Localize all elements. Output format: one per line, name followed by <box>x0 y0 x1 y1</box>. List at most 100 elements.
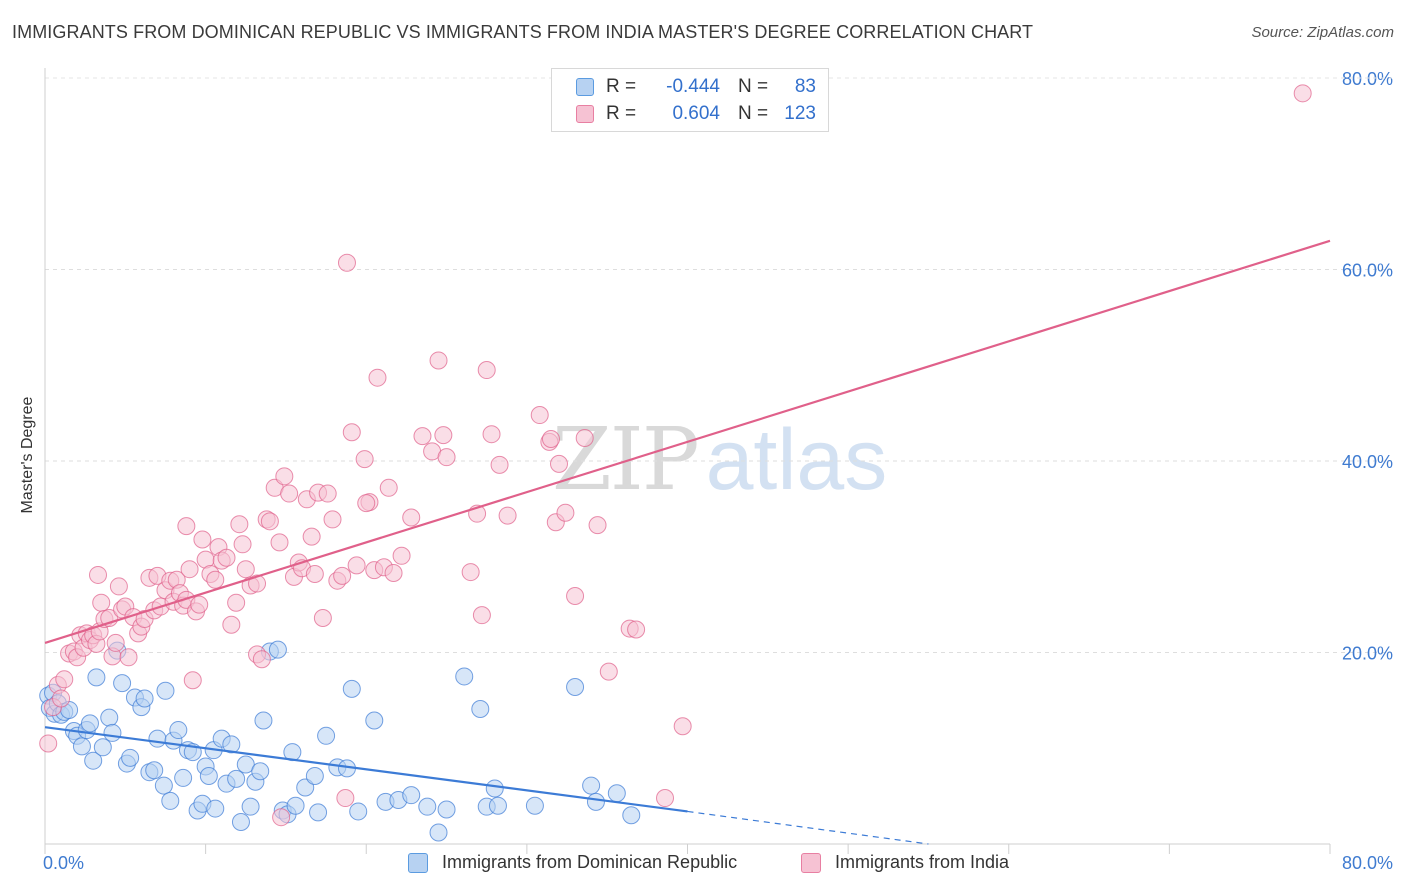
point-dominican <box>231 812 250 831</box>
point-india <box>347 556 366 575</box>
point-india <box>384 564 403 583</box>
point-dominican <box>607 784 626 803</box>
point-india <box>222 615 241 634</box>
point-india <box>530 406 549 425</box>
point-dominican <box>586 792 605 811</box>
point-dominican <box>488 796 507 815</box>
point-dominican <box>305 767 324 786</box>
legend-stats-row-dominican: R = -0.444 N = 83 <box>576 74 816 100</box>
point-india <box>236 560 255 579</box>
point-dominican <box>156 681 175 700</box>
point-india <box>109 577 128 596</box>
point-dominican <box>222 735 241 754</box>
point-india <box>190 595 209 614</box>
point-india <box>355 450 374 469</box>
y-tick-label: 80.0% <box>1342 69 1393 89</box>
point-india <box>272 808 291 827</box>
point-dominican <box>251 762 270 781</box>
point-dominican <box>241 797 260 816</box>
point-india <box>302 527 321 546</box>
point-india <box>575 429 594 448</box>
source-label: Source: ZipAtlas.com <box>1251 24 1394 41</box>
point-india <box>106 633 125 652</box>
point-india <box>92 593 111 612</box>
point-dominican <box>471 699 490 718</box>
point-india <box>379 478 398 497</box>
point-india <box>336 789 355 808</box>
point-dominican <box>84 751 103 770</box>
point-dominican <box>296 778 315 797</box>
point-india <box>413 427 432 446</box>
trend-line-india <box>44 239 1331 644</box>
point-india <box>280 484 299 503</box>
point-dominican <box>113 674 132 693</box>
point-india <box>588 516 607 535</box>
point-india <box>119 648 138 667</box>
point-india <box>541 429 560 448</box>
point-dominican <box>227 769 246 788</box>
legend-item-dominican: Immigrants from Dominican Republic <box>408 852 737 873</box>
legend-label-india: Immigrants from India <box>835 852 1010 872</box>
legend-swatch-dominican <box>576 78 594 96</box>
point-india <box>498 506 517 525</box>
n-label: N = <box>738 103 769 124</box>
point-india <box>217 548 236 567</box>
point-india <box>472 606 491 625</box>
point-india <box>227 593 246 612</box>
point-dominican <box>103 723 122 742</box>
r-value: -0.444 <box>666 76 720 97</box>
point-india <box>434 426 453 445</box>
point-india <box>52 689 71 708</box>
n-value: 83 <box>794 76 816 97</box>
point-india <box>550 454 568 473</box>
y-tick-label: 60.0% <box>1342 261 1393 281</box>
legend-stats-row-india: R = 0.604 N = 123 <box>576 101 816 127</box>
point-dominican <box>169 721 188 740</box>
legend-item-india: Immigrants from India <box>801 852 1009 873</box>
r-label: R = <box>606 103 637 124</box>
point-dominican <box>286 796 305 815</box>
legend-swatch-india <box>801 852 821 873</box>
legend-swatch-india <box>576 105 594 123</box>
point-india <box>193 530 212 549</box>
chart-title: IMMIGRANTS FROM DOMINICAN REPUBLIC VS IM… <box>12 22 1034 42</box>
r-label: R = <box>606 76 637 97</box>
n-value: 123 <box>784 103 816 124</box>
point-dominican <box>145 761 164 780</box>
point-india <box>599 662 618 681</box>
point-dominican <box>582 776 601 795</box>
point-dominican <box>135 689 154 708</box>
point-dominican <box>174 768 193 787</box>
point-dominican <box>154 776 173 795</box>
point-dominican <box>455 667 474 686</box>
point-dominican <box>525 796 544 815</box>
point-india <box>477 361 496 380</box>
y-tick-label: 40.0% <box>1342 452 1393 472</box>
point-india <box>252 650 271 669</box>
point-dominican <box>566 677 585 696</box>
point-india <box>342 423 361 442</box>
n-label: N = <box>738 76 769 97</box>
point-india <box>429 351 448 370</box>
point-india <box>177 517 196 536</box>
point-india <box>275 467 294 486</box>
point-india <box>89 565 108 584</box>
point-dominican <box>268 640 287 659</box>
x-tick-label: 0.0% <box>43 853 84 873</box>
point-india <box>656 789 675 808</box>
point-india <box>1293 84 1312 103</box>
point-dominican <box>349 802 368 821</box>
point-dominican <box>437 800 456 819</box>
point-india <box>627 620 646 639</box>
point-india <box>55 670 74 689</box>
point-dominican <box>342 679 361 698</box>
legend: Immigrants from Dominican Republic Immig… <box>0 852 1406 878</box>
point-india <box>39 734 58 753</box>
point-india <box>183 671 202 690</box>
r-value: 0.604 <box>672 103 720 124</box>
point-india <box>337 253 356 272</box>
point-india <box>233 535 252 554</box>
point-india <box>305 564 324 583</box>
point-india <box>323 510 342 529</box>
point-dominican <box>206 799 225 818</box>
